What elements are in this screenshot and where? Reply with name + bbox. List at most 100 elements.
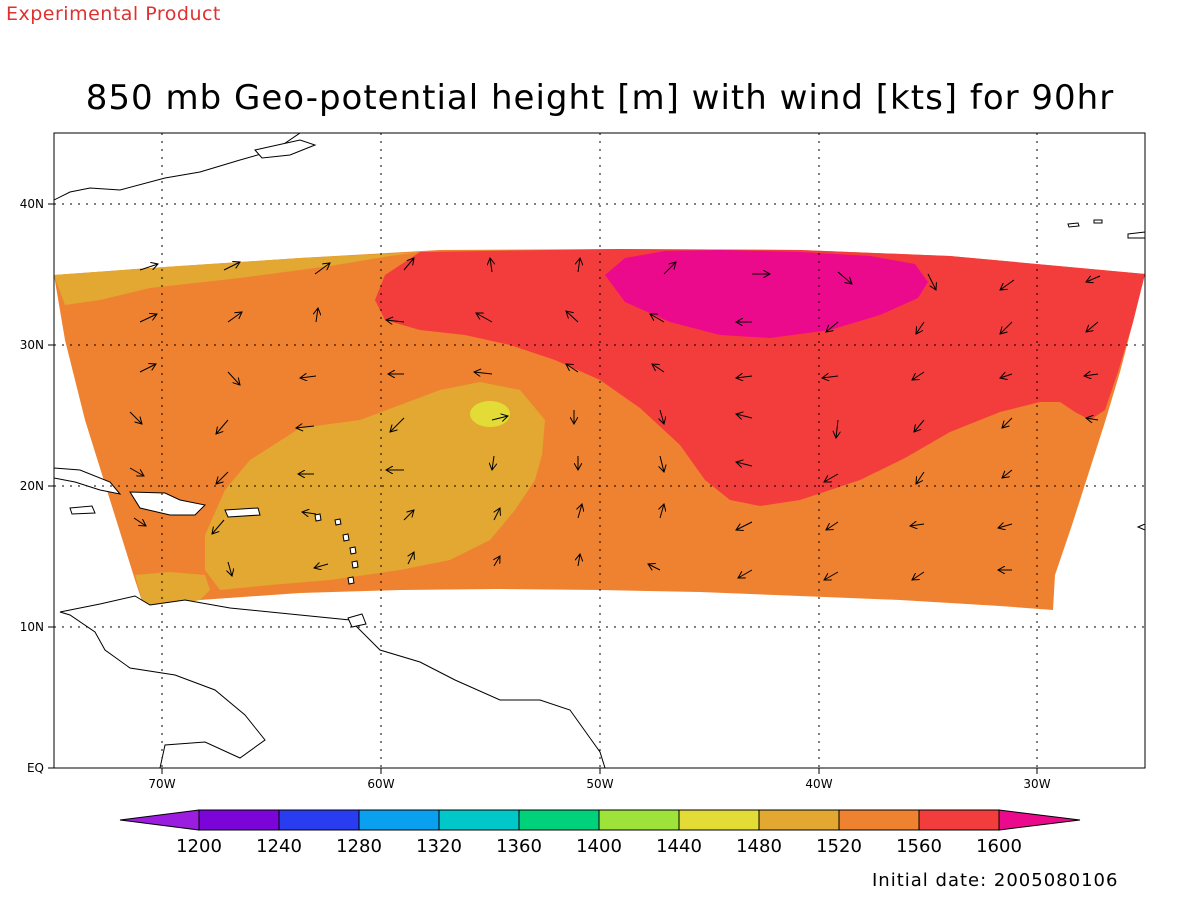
wind-arrow [1002, 417, 1013, 428]
colorbar-label-1440: 1440 [656, 836, 702, 857]
wind-arrow [1000, 279, 1015, 290]
wind-arrow [738, 569, 753, 578]
wind-arrow [316, 308, 318, 323]
colorbar-swatch [518, 809, 600, 831]
wind-arrow [826, 521, 839, 530]
wind-arrow [916, 321, 925, 334]
wind-arrow [216, 419, 229, 434]
wind-arrow [736, 462, 753, 466]
wind-arrow [927, 273, 936, 290]
wind-arrow [1000, 374, 1013, 378]
land-jamaica [69, 505, 96, 515]
lon-label-60w: 60W [367, 777, 394, 791]
wind-arrow [566, 364, 579, 373]
wind-arrow [650, 314, 665, 323]
wind-arrow [916, 471, 925, 484]
wind-arrow [822, 376, 839, 378]
wind-arrow [578, 258, 580, 273]
wind-arrow [824, 473, 839, 482]
field-1520-southwest [135, 572, 210, 610]
wind-arrow [139, 264, 158, 271]
wind-arrow [403, 258, 414, 271]
colorbar [119, 809, 1081, 831]
wind-arrow [492, 455, 494, 470]
wind-arrow [216, 471, 229, 484]
map-plot-area [54, 133, 1145, 768]
colorbar-label-1240: 1240 [256, 836, 302, 857]
wind-arrow [1000, 321, 1013, 334]
wind-arrow [227, 312, 242, 323]
wind-arrow [1086, 418, 1099, 420]
colorbar-swatch [438, 809, 520, 831]
lat-label-eq: EQ [27, 761, 44, 775]
wind-arrow [1084, 374, 1099, 376]
wind-arrow [826, 321, 839, 332]
lat-lon-grid [54, 133, 1145, 768]
initial-date: Initial date: 2005080106 [872, 870, 1119, 891]
land-trinidad [347, 613, 367, 628]
field-1640-high [605, 250, 928, 338]
wind-arrow [652, 364, 665, 373]
lon-label-50w: 50W [586, 777, 613, 791]
colorbar-labels: 1200 1240 1280 1320 1360 1400 1440 1480 … [176, 836, 1022, 857]
wind-arrow [824, 571, 839, 580]
wind-arrow [1086, 321, 1099, 332]
axis-ticks [48, 203, 1038, 774]
colorbar-label-1480: 1480 [736, 836, 782, 857]
wind-vectors [129, 258, 1101, 580]
land-iberia-edge [1127, 231, 1145, 239]
wind-arrow [129, 467, 144, 476]
wind-arrow [494, 556, 500, 567]
colorbar-label-1560: 1560 [896, 836, 942, 857]
colorbar-label-1360: 1360 [496, 836, 542, 857]
colorbar-swatch [758, 809, 840, 831]
land-hispaniola [129, 491, 207, 516]
map-title: 850 mb Geo-potential height [m] with win… [85, 78, 1115, 118]
wind-arrow [912, 371, 925, 380]
colorbar-swatch [358, 809, 440, 831]
land-north-america [54, 133, 301, 201]
wind-arrow [139, 314, 157, 323]
wind-arrow [660, 409, 664, 424]
coastlines [54, 133, 1145, 768]
land-lesser-antilles [314, 513, 359, 585]
wind-arrow [914, 419, 925, 432]
wind-arrow [1086, 275, 1101, 282]
wind-arrow [300, 376, 317, 378]
wind-arrow [390, 417, 405, 432]
wind-arrow [302, 512, 317, 514]
wind-arrow [648, 564, 661, 570]
colorbar-arrow-low [119, 809, 200, 831]
wind-arrow [408, 552, 414, 565]
land-south-america [59, 595, 606, 768]
wind-arrow [837, 271, 852, 284]
wind-arrow [139, 364, 156, 373]
land-azores-2 [1093, 219, 1103, 224]
wind-arrow [403, 510, 414, 521]
lat-label-20n: 20N [20, 479, 44, 493]
lat-label-10n: 10N [20, 620, 44, 634]
lon-label-40w: 40W [805, 777, 832, 791]
colorbar-arrow-high [998, 809, 1081, 831]
wind-arrow [490, 258, 492, 273]
wind-arrow [296, 426, 315, 428]
colorbar-swatch [198, 809, 280, 831]
colorbar-label-1280: 1280 [336, 836, 382, 857]
lon-label-30w: 30W [1023, 777, 1050, 791]
field-1480-spot [470, 401, 510, 427]
wind-arrow [578, 504, 582, 519]
wind-arrow [660, 455, 664, 472]
wind-arrow [736, 521, 753, 530]
colorbar-label-1200: 1200 [176, 836, 222, 857]
wind-arrow [494, 508, 500, 521]
wind-arrow [228, 561, 232, 576]
land-nova-scotia [254, 139, 317, 159]
wind-arrow [474, 372, 493, 374]
colorbar-label-1520: 1520 [816, 836, 862, 857]
wind-arrow [386, 320, 405, 322]
land-africa-edge [1136, 523, 1145, 531]
lon-label-70w: 70W [148, 777, 175, 791]
wind-arrow [223, 262, 240, 271]
colorbar-swatch [678, 809, 760, 831]
colorbar-swatch [278, 809, 360, 831]
